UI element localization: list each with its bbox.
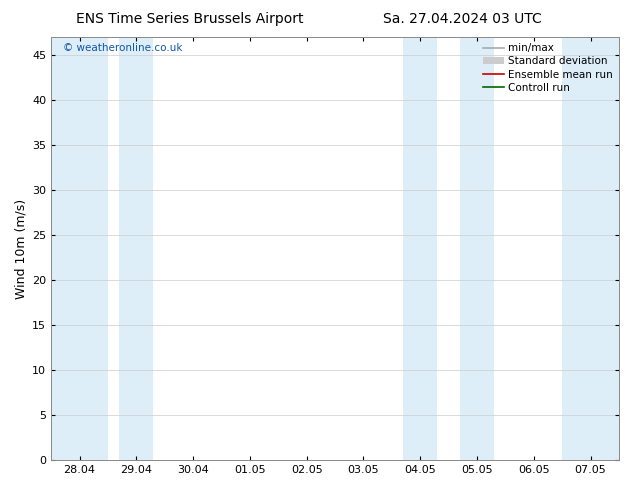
- Text: © weatheronline.co.uk: © weatheronline.co.uk: [63, 44, 182, 53]
- Text: ENS Time Series Brussels Airport: ENS Time Series Brussels Airport: [77, 12, 304, 26]
- Legend: min/max, Standard deviation, Ensemble mean run, Controll run: min/max, Standard deviation, Ensemble me…: [479, 39, 617, 97]
- Bar: [403, 37, 437, 460]
- Text: Sa. 27.04.2024 03 UTC: Sa. 27.04.2024 03 UTC: [384, 12, 542, 26]
- Bar: [562, 37, 619, 460]
- Bar: [460, 37, 494, 460]
- Y-axis label: Wind 10m (m/s): Wind 10m (m/s): [15, 198, 28, 299]
- Bar: [119, 37, 153, 460]
- Bar: [51, 37, 108, 460]
